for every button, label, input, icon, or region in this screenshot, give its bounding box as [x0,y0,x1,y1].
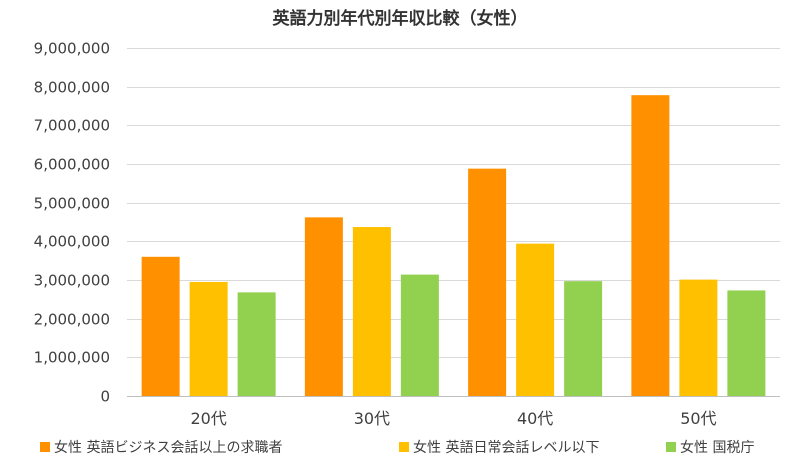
x-axis: 20代 30代 40代 50代 [190,409,716,428]
x-tick-label: 20代 [190,409,226,428]
y-tick-label: 5,000,000 [34,195,110,213]
gridlines [127,48,780,397]
legend-swatch [666,442,676,452]
chart-title: 英語力別年代別年収比較（女性） [273,8,528,29]
y-tick-label: 8,000,000 [34,79,110,97]
y-axis: 0 1,000,000 2,000,000 3,000,000 4,000,000 5,0… [34,40,110,406]
y-tick-label: 7,000,000 [34,117,110,135]
legend-label: 女性 英語ビジネス会話以上の求職者 [54,439,282,456]
legend-label: 女性 国税庁 [680,439,754,456]
y-tick-label: 9,000,000 [34,40,110,58]
bar-40代-series-3 [564,281,603,396]
bar-50代-series-3 [727,290,766,396]
y-tick-label: 1,000,000 [34,349,110,367]
bars [141,95,766,396]
legend-label: 女性 英語日常会話レベル以下 [413,439,599,456]
legend-swatch [40,442,50,452]
x-tick-label: 30代 [354,409,390,428]
y-tick-label: 6,000,000 [34,156,110,174]
y-tick-label: 3,000,000 [34,272,110,290]
bar-30代-series-3 [400,274,439,396]
y-tick-label: 0 [100,388,110,406]
bar-40代-series-2 [516,243,555,396]
bar-30代-series-1 [304,217,343,396]
bar-20代-series-3 [237,292,276,396]
bar-40代-series-1 [468,168,507,396]
y-tick-label: 2,000,000 [34,311,110,329]
x-tick-label: 40代 [517,409,553,428]
bar-20代-series-1 [141,256,180,396]
legend: 女性 英語ビジネス会話以上の求職者 女性 英語日常会話レベル以下 女性 国税庁 [40,439,754,456]
bar-30代-series-2 [352,227,391,396]
y-tick-label: 4,000,000 [34,233,110,251]
legend-swatch [399,442,409,452]
bar-50代-series-2 [679,279,718,396]
x-tick-label: 50代 [680,409,716,428]
bar-50代-series-1 [631,95,670,396]
bar-20代-series-2 [189,281,228,396]
